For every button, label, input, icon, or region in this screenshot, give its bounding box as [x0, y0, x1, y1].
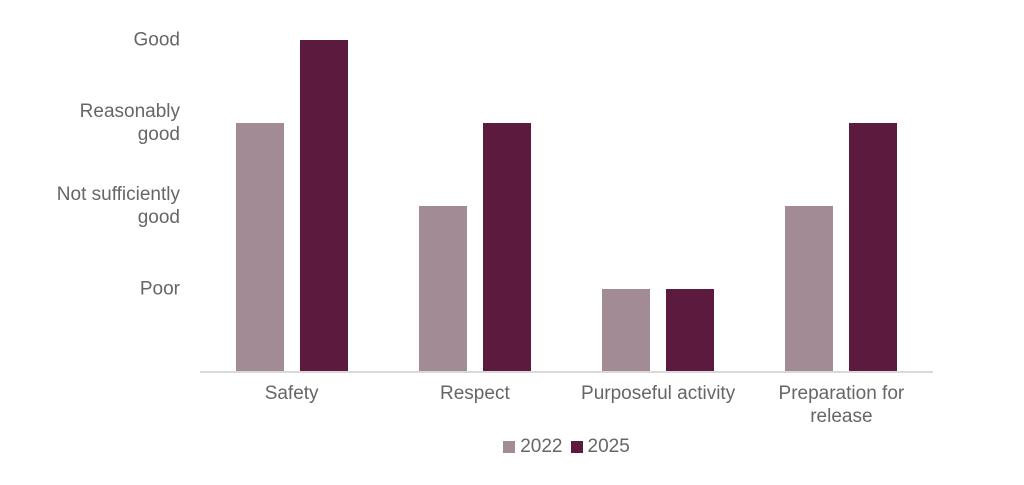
bar-2022-safety — [235, 123, 284, 372]
legend-item-2022: 2022 — [503, 436, 563, 458]
x-category-label-safety: Safety — [264, 383, 319, 404]
legend-item-2025: 2025 — [570, 436, 630, 458]
bar-2025-purposeful-activity — [666, 289, 715, 372]
bar-2025-preparation-for-release — [849, 123, 898, 372]
legend-label: 2022 — [520, 436, 563, 457]
x-category-label-respect: Respect — [440, 383, 510, 404]
bar-2022-respect — [418, 206, 467, 372]
bar-2025-respect — [482, 123, 531, 372]
bar-2022-preparation-for-release — [785, 206, 834, 372]
legend-swatch-icon — [570, 441, 583, 453]
y-tick-label-good: Good — [133, 29, 180, 51]
x-category-label-purposeful-activity: Purposeful activity — [581, 383, 736, 404]
legend-swatch-icon — [503, 441, 516, 453]
bar-2025-safety — [299, 40, 348, 372]
y-tick-label-poor: Poor — [139, 278, 180, 300]
x-axis-line — [200, 371, 933, 373]
y-tick-label-reasonably-good: Reasonably good — [79, 101, 180, 145]
legend-label: 2025 — [587, 436, 630, 457]
legend: 2022 2025 — [200, 436, 933, 458]
bar-2022-purposeful-activity — [602, 289, 651, 372]
y-tick-label-not-sufficiently-good: Not sufficiently good — [56, 184, 180, 228]
x-category-label-preparation-for-release: Preparation for release — [778, 383, 905, 427]
